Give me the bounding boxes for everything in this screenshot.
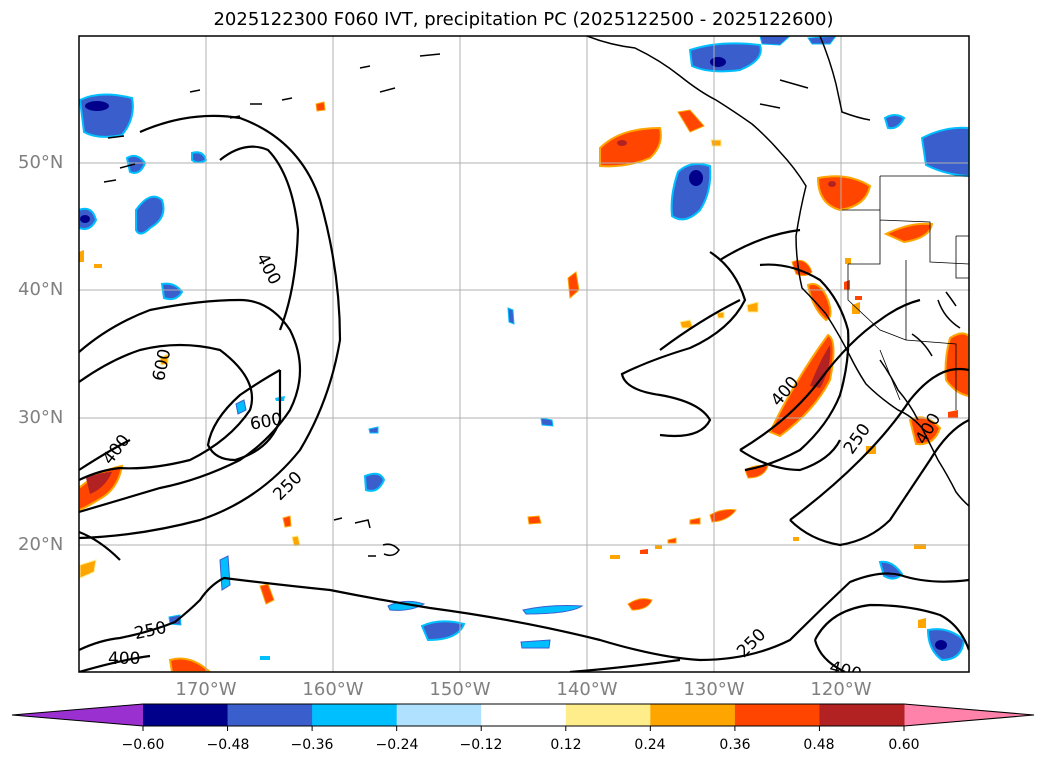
- map-plot-area: 400 600 600 400 250 250 400 400 250 400 …: [79, 36, 969, 672]
- colorbar-tick-label: −0.12: [459, 737, 503, 753]
- state-borders: [842, 175, 969, 410]
- ivt-contours: [79, 114, 969, 672]
- colorbar-segment: [143, 704, 229, 726]
- colorbar-tick-label: 0.24: [634, 737, 666, 753]
- lat-label-20n: 20°N: [18, 534, 64, 555]
- colorbar-tick-label: 0.12: [550, 737, 582, 753]
- coastlines: [103, 36, 969, 557]
- lon-label-130w: 130°W: [683, 679, 745, 700]
- map-frame: [78, 35, 970, 673]
- colorbar-tick-label: −0.24: [375, 737, 419, 753]
- colorbar: [11, 703, 1035, 731]
- colorbar-segment: [312, 704, 398, 726]
- lon-label-140w: 140°W: [556, 679, 618, 700]
- colorbar-segment: [227, 704, 313, 726]
- contour-label-400-bottom: 400: [108, 649, 140, 669]
- colorbar-segment: [396, 704, 482, 726]
- lat-label-40n: 40°N: [18, 279, 64, 300]
- map-title: 2025122300 F060 IVT, precipitation PC (2…: [213, 9, 834, 30]
- colorbar-segment: [650, 704, 736, 726]
- colorbar-tick-label: 0.60: [888, 737, 920, 753]
- colorbar-tick-label: 0.48: [803, 737, 835, 753]
- lon-label-120w: 120°W: [810, 679, 872, 700]
- graticule: [79, 36, 969, 672]
- colorbar-tick-label: −0.36: [290, 737, 334, 753]
- negative-pc-shading: [79, 36, 969, 662]
- lon-label-150w: 150°W: [429, 679, 491, 700]
- colorbar-segment: [481, 704, 567, 726]
- colorbar-extend-high: [904, 704, 1034, 726]
- colorbar-extend-low: [12, 704, 143, 726]
- lon-label-170w: 170°W: [175, 679, 237, 700]
- lat-label-30n: 30°N: [18, 407, 64, 428]
- colorbar-segment: [734, 704, 820, 726]
- colorbar-tick-label: 0.36: [719, 737, 751, 753]
- lat-label-50n: 50°N: [18, 152, 64, 173]
- colorbar-tick-label: −0.60: [121, 737, 165, 753]
- lon-label-160w: 160°W: [302, 679, 364, 700]
- colorbar-segment: [565, 704, 651, 726]
- colorbar-segment: [819, 704, 905, 726]
- positive-pc-shading: [79, 101, 969, 672]
- colorbar-tick-label: −0.48: [206, 737, 250, 753]
